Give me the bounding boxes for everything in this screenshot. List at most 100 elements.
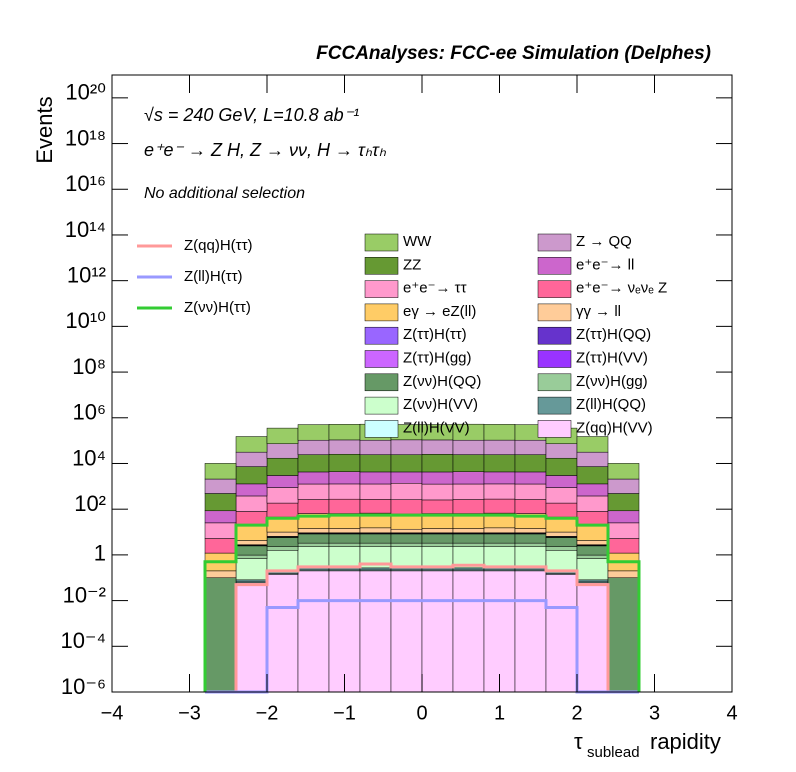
- legend-swatch: [537, 257, 572, 275]
- stack-segment: [576, 436, 609, 453]
- stack-segment: [297, 424, 330, 441]
- stack-segment: [390, 546, 423, 569]
- legend-label: γγ → ll: [576, 303, 621, 320]
- stack-segment: [328, 528, 361, 534]
- stack-segment: [545, 457, 578, 476]
- stack-segment: [328, 570, 361, 693]
- stack-segment: [483, 546, 516, 569]
- stack-segment: [576, 579, 609, 583]
- stack-segment: [390, 542, 423, 548]
- stack-segment: [545, 475, 578, 488]
- legend-label: Z → QQ: [576, 233, 632, 250]
- stack-segment: [545, 574, 578, 693]
- stack-segment: [235, 582, 268, 693]
- stack-segment: [235, 554, 268, 559]
- stack-segment: [266, 550, 299, 572]
- stack-segment: [576, 558, 609, 581]
- stack-segment: [328, 546, 361, 569]
- legend-label: Z(ll)H(ττ): [184, 268, 243, 285]
- stack-segment: [483, 527, 516, 534]
- stack-segment: [328, 498, 361, 514]
- stack-segment: [607, 570, 640, 578]
- y-tick-label: 10¹⁶: [65, 171, 106, 196]
- stack-segment: [421, 533, 454, 544]
- stack-segment: [483, 570, 516, 693]
- line-series: [203, 513, 641, 692]
- stack-segment: [483, 533, 516, 544]
- x-axis-subscript: sublead: [587, 744, 640, 761]
- stack-segment: [204, 510, 237, 524]
- stack-segment: [297, 542, 330, 548]
- chart-title: FCCAnalyses: FCC-ee Simulation (Delphes): [316, 43, 711, 64]
- stack-segment: [359, 567, 392, 571]
- stack-segment: [359, 483, 392, 500]
- stack-segment: [204, 577, 237, 693]
- legend-swatch: [537, 326, 572, 345]
- y-tick-label: 10¹⁸: [65, 125, 106, 150]
- stack-segment: [514, 439, 547, 455]
- legend-swatch: [537, 420, 572, 438]
- line-series: [205, 599, 639, 694]
- legend-label: Z(νν)H(ττ): [184, 299, 251, 316]
- annotation: No additional selection: [144, 185, 305, 202]
- stack-segment: [421, 499, 454, 514]
- legend-swatch: [364, 373, 399, 392]
- stack-segment: [390, 439, 423, 455]
- stack-segment: [359, 439, 392, 455]
- stack-segment: [607, 493, 640, 512]
- y-tick-label: 10⁻²: [63, 582, 106, 607]
- y-tick-label: 10⁶: [72, 400, 106, 425]
- legend-label: Z(νν)H(QQ): [403, 373, 481, 390]
- stack-segment: [514, 570, 547, 693]
- stack-segment: [328, 471, 361, 485]
- y-tick-label: 10¹²: [67, 262, 106, 287]
- stack-segment: [235, 436, 268, 453]
- stack-segment: [390, 454, 423, 473]
- stack-segment: [452, 454, 485, 472]
- legend-swatch: [364, 420, 399, 438]
- stack-segment: [359, 527, 392, 534]
- stack-segment: [514, 528, 547, 534]
- stack-segment: [328, 533, 361, 544]
- legend-swatch: [364, 280, 399, 298]
- legend-swatch: [537, 373, 572, 392]
- stack-segment: [266, 475, 299, 488]
- stack-segment: [514, 499, 547, 514]
- y-tick-label: 10⁻⁴: [60, 628, 106, 653]
- stack-segment: [514, 483, 547, 500]
- legend-swatch: [364, 303, 399, 322]
- y-tick-label: 10¹⁰: [65, 308, 106, 333]
- legend-label: Z(qq)H(ττ): [184, 237, 253, 254]
- stack-segment: [328, 542, 361, 548]
- stack-segment: [452, 570, 485, 693]
- stack-segment: [576, 466, 609, 485]
- stack-segment: [359, 499, 392, 514]
- stack-segment: [235, 495, 268, 512]
- stack-segment: [390, 499, 423, 515]
- legend-swatch: [364, 257, 399, 275]
- legend-swatch: [364, 350, 399, 368]
- legend-label: eγ → eZ(ll): [403, 303, 476, 320]
- stack-segment: [514, 471, 547, 485]
- stack-segment: [235, 451, 268, 467]
- stack-segment: [204, 493, 237, 512]
- stack-segment: [452, 533, 485, 544]
- stack-segment: [235, 540, 268, 545]
- x-tick-label: −4: [101, 702, 124, 724]
- stack-segment: [545, 502, 578, 518]
- stack-segment: [483, 498, 516, 514]
- stack-segment: [359, 570, 392, 693]
- x-tick-label: −2: [256, 702, 279, 724]
- stack-segment: [297, 439, 330, 455]
- legend-label: Z(ττ)H(ττ): [403, 326, 467, 343]
- y-tick-label: 10⁴: [72, 445, 106, 470]
- legend-swatch: [364, 396, 399, 415]
- stack-segment: [235, 545, 268, 556]
- stack-segment: [328, 453, 361, 472]
- stack-segment: [421, 439, 454, 455]
- stack-segment: [421, 570, 454, 693]
- y-tick-label: 10⁻⁶: [61, 674, 106, 699]
- legend-label: WW: [403, 233, 432, 250]
- stack-segment: [390, 533, 423, 544]
- stack-segment: [204, 570, 237, 578]
